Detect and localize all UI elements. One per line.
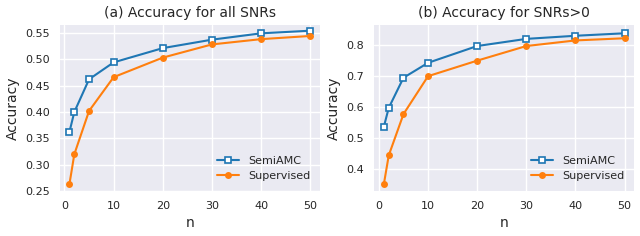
Supervised bbox=[65, 183, 73, 186]
Supervised bbox=[522, 45, 530, 47]
Y-axis label: Accuracy: Accuracy bbox=[6, 76, 20, 140]
Line: SemiAMC: SemiAMC bbox=[66, 27, 314, 135]
Y-axis label: Accuracy: Accuracy bbox=[327, 76, 341, 140]
Supervised bbox=[208, 43, 216, 46]
SemiAMC bbox=[65, 131, 73, 134]
X-axis label: n: n bbox=[500, 216, 509, 230]
Legend: SemiAMC, Supervised: SemiAMC, Supervised bbox=[212, 151, 314, 185]
Supervised bbox=[572, 39, 579, 42]
SemiAMC bbox=[85, 78, 93, 81]
SemiAMC bbox=[307, 29, 314, 32]
Supervised bbox=[257, 38, 265, 41]
Supervised bbox=[385, 154, 392, 157]
Supervised bbox=[307, 34, 314, 37]
SemiAMC bbox=[522, 38, 530, 40]
Title: (a) Accuracy for all SNRs: (a) Accuracy for all SNRs bbox=[104, 6, 276, 20]
SemiAMC bbox=[385, 106, 392, 109]
Line: SemiAMC: SemiAMC bbox=[380, 30, 628, 130]
Supervised bbox=[474, 59, 481, 62]
Supervised bbox=[424, 75, 432, 78]
X-axis label: n: n bbox=[186, 216, 194, 230]
Supervised bbox=[110, 76, 118, 79]
SemiAMC bbox=[110, 61, 118, 64]
Supervised bbox=[159, 56, 166, 59]
SemiAMC bbox=[380, 125, 388, 128]
Supervised bbox=[380, 183, 388, 186]
SemiAMC bbox=[424, 61, 432, 64]
SemiAMC bbox=[257, 32, 265, 35]
SemiAMC bbox=[208, 38, 216, 41]
Supervised bbox=[399, 113, 407, 115]
SemiAMC bbox=[159, 47, 166, 50]
Legend: SemiAMC, Supervised: SemiAMC, Supervised bbox=[527, 151, 629, 185]
SemiAMC bbox=[70, 111, 78, 114]
SemiAMC bbox=[474, 45, 481, 47]
Supervised bbox=[70, 153, 78, 156]
Supervised bbox=[85, 110, 93, 112]
Title: (b) Accuracy for SNRs>0: (b) Accuracy for SNRs>0 bbox=[419, 6, 590, 20]
Line: Supervised: Supervised bbox=[66, 33, 314, 188]
SemiAMC bbox=[621, 32, 628, 35]
Line: Supervised: Supervised bbox=[380, 35, 628, 188]
SemiAMC bbox=[399, 76, 407, 79]
SemiAMC bbox=[572, 34, 579, 37]
Supervised bbox=[621, 37, 628, 40]
